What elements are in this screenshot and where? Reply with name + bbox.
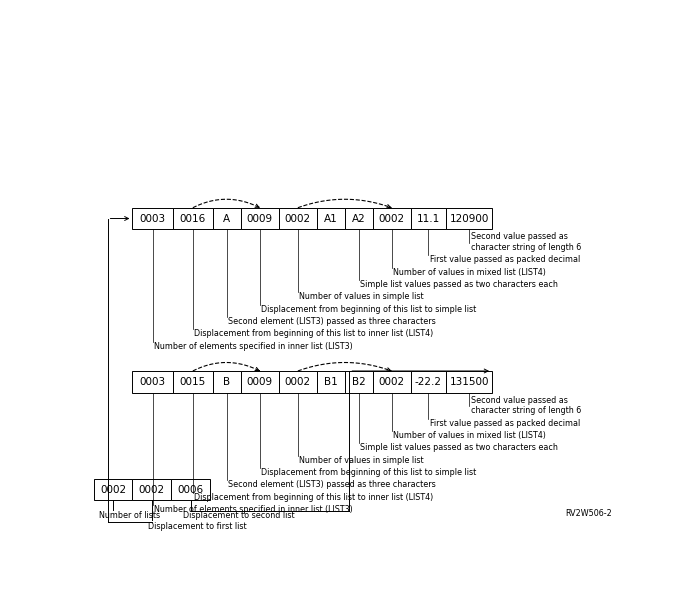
Text: 0015: 0015 [180, 377, 206, 387]
Bar [447, 208, 492, 229]
Text: 0003: 0003 [139, 377, 166, 387]
Text: B2: B2 [352, 377, 365, 387]
Text: Number of values in mixed list (LIST4): Number of values in mixed list (LIST4) [393, 268, 546, 277]
Text: -22.2: -22.2 [415, 377, 442, 387]
Text: 0009: 0009 [247, 214, 273, 223]
Bar [372, 208, 411, 229]
Text: 131500: 131500 [449, 377, 489, 387]
Bar [93, 479, 133, 500]
Text: 0016: 0016 [180, 214, 206, 223]
Text: 0003: 0003 [139, 214, 166, 223]
Text: B1: B1 [324, 377, 337, 387]
Text: 0002: 0002 [100, 485, 126, 495]
Text: Second element (LIST3) passed as three characters: Second element (LIST3) passed as three c… [229, 480, 436, 489]
Bar [171, 479, 210, 500]
Text: Simple list values passed as two characters each: Simple list values passed as two charact… [360, 280, 558, 289]
Text: Second value passed as: Second value passed as [471, 396, 567, 405]
Text: First value passed as packed decimal: First value passed as packed decimal [430, 419, 581, 428]
Text: Number of values in mixed list (LIST4): Number of values in mixed list (LIST4) [393, 431, 546, 440]
Text: 120900: 120900 [449, 214, 488, 223]
Text: Number of values in simple list: Number of values in simple list [300, 456, 424, 465]
Text: B: B [223, 377, 230, 387]
Bar [279, 208, 317, 229]
Bar [241, 371, 279, 392]
Text: Second element (LIST3) passed as three characters: Second element (LIST3) passed as three c… [229, 317, 436, 326]
Text: Displacement to second list: Displacement to second list [183, 511, 294, 520]
Bar [317, 208, 345, 229]
Text: A2: A2 [352, 214, 365, 223]
Bar [317, 371, 345, 392]
Bar [241, 208, 279, 229]
Text: Number of lists: Number of lists [99, 511, 160, 520]
Bar [172, 371, 213, 392]
Bar [133, 371, 172, 392]
Text: 11.1: 11.1 [417, 214, 440, 223]
Text: 0002: 0002 [285, 377, 311, 387]
Bar [133, 208, 172, 229]
Text: 0002: 0002 [285, 214, 311, 223]
Text: Second value passed as: Second value passed as [471, 233, 567, 241]
Text: First value passed as packed decimal: First value passed as packed decimal [430, 256, 581, 264]
Text: A1: A1 [324, 214, 337, 223]
Text: 0009: 0009 [247, 377, 273, 387]
Text: Displacement from beginning of this list to inner list (LIST4): Displacement from beginning of this list… [194, 492, 433, 502]
Text: character string of length 6: character string of length 6 [471, 243, 581, 252]
Text: Number of elements specified in inner list (LIST3): Number of elements specified in inner li… [154, 342, 353, 350]
Bar [213, 371, 241, 392]
Bar [279, 371, 317, 392]
Text: Displacement to first list: Displacement to first list [148, 522, 247, 531]
Text: A: A [223, 214, 230, 223]
Bar [447, 371, 492, 392]
Text: 0002: 0002 [379, 377, 405, 387]
Text: Displacement from beginning of this list to inner list (LIST4): Displacement from beginning of this list… [194, 329, 433, 339]
Bar [213, 208, 241, 229]
Text: 0002: 0002 [379, 214, 405, 223]
Bar [411, 208, 447, 229]
Text: Simple list values passed as two characters each: Simple list values passed as two charact… [360, 444, 558, 452]
Text: 0002: 0002 [139, 485, 165, 495]
Bar [345, 371, 372, 392]
Text: Displacement from beginning of this list to simple list: Displacement from beginning of this list… [262, 305, 477, 314]
Text: Number of values in simple list: Number of values in simple list [300, 293, 424, 302]
Bar [372, 371, 411, 392]
Bar [345, 208, 372, 229]
Bar [411, 371, 447, 392]
Bar [133, 479, 171, 500]
Text: character string of length 6: character string of length 6 [471, 406, 581, 415]
Bar [172, 208, 213, 229]
Text: Displacement from beginning of this list to simple list: Displacement from beginning of this list… [262, 468, 477, 477]
Text: RV2W506-2: RV2W506-2 [565, 509, 612, 518]
Text: 0006: 0006 [177, 485, 203, 495]
Text: Number of elements specified in inner list (LIST3): Number of elements specified in inner li… [154, 505, 353, 514]
